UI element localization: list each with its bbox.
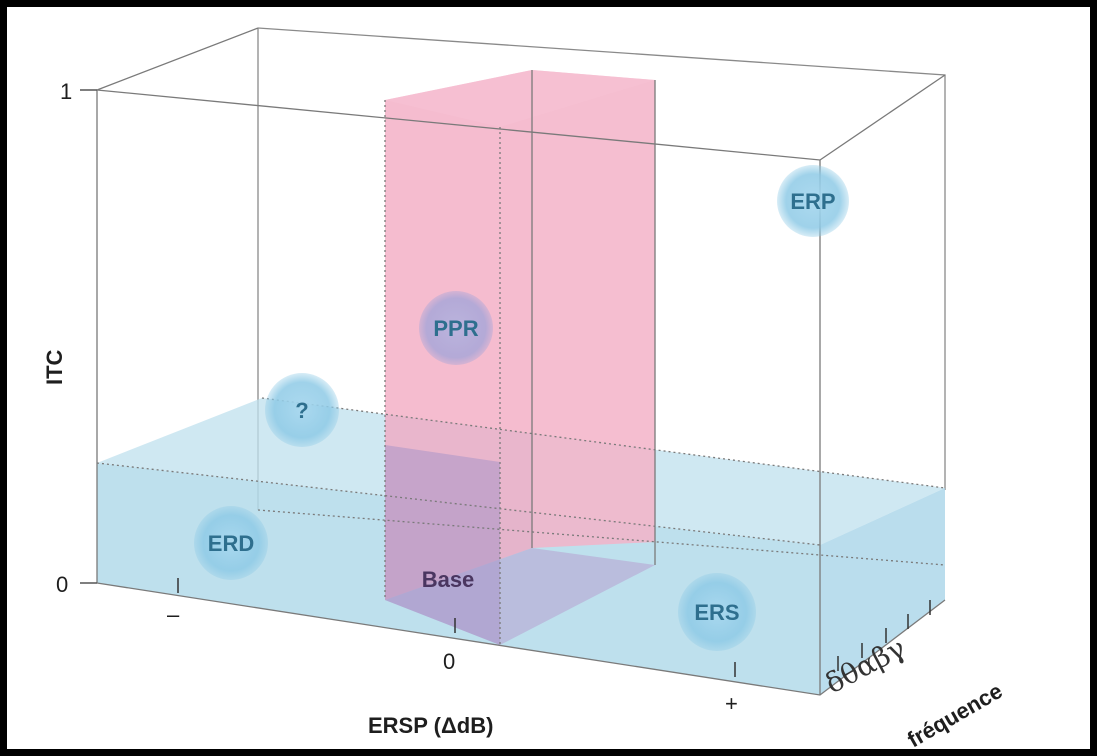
ers-label: ERS — [694, 600, 739, 625]
ppr-label: PPR — [433, 316, 478, 341]
erd-bubble: ERD — [194, 506, 268, 580]
ersp-baseline-lower-front — [385, 445, 500, 645]
x-tick-zero: 0 — [443, 649, 455, 674]
question-label: ? — [295, 398, 308, 423]
y-tick-0: 0 — [56, 572, 68, 597]
frequency-label: fréquence — [903, 678, 1007, 752]
erd-label: ERD — [208, 531, 254, 556]
erp-bubble: ERP — [777, 165, 849, 237]
x-tick-plus: + — [725, 691, 738, 716]
ersp-baseline-back — [532, 70, 655, 548]
y-axis-label: ITC — [42, 349, 67, 385]
ers-bubble: ERS — [678, 573, 756, 651]
erp-label: ERP — [790, 189, 835, 214]
box-front-edges — [96, 27, 946, 696]
question-bubble: ? — [265, 373, 339, 447]
x-axis-label: ERSP (ΔdB) — [368, 713, 493, 738]
ersp-baseline-top — [385, 70, 655, 127]
itc-baseline-side — [820, 488, 945, 695]
frequency-ticks — [837, 600, 931, 671]
x-ticks — [177, 578, 736, 677]
y-tick-1: 1 — [60, 79, 72, 104]
x-tick-minus: – — [167, 602, 180, 627]
baseline-label: Base — [422, 567, 475, 592]
ppr-bubble: PPR — [419, 291, 493, 365]
